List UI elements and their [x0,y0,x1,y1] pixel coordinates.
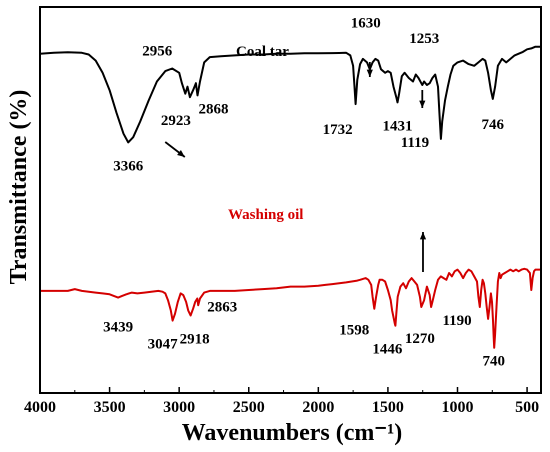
spectra-traces [39,45,541,349]
arrow-1630 [366,62,373,77]
peak-label-1598: 1598 [339,323,369,339]
series-line-coal-tar [39,45,541,144]
x-tick-label: 2000 [302,399,334,416]
peak-label-740: 740 [482,354,505,370]
x-tick-label: 4000 [24,399,56,416]
arrow-1270 [419,232,427,272]
peak-label-3366: 3366 [113,158,144,174]
peak-label-2956: 2956 [142,44,173,60]
peak-label-1190: 1190 [443,313,472,329]
x-tick-label: 1500 [372,399,404,416]
y-axis-title: Transmittance (%) [6,90,32,285]
x-tick-label: 3500 [94,399,126,416]
arrow-2956 [164,141,186,158]
series-label-washing-oil: Washing oil [228,207,303,223]
peak-label-2923: 2923 [161,113,191,129]
peak-label-3439: 3439 [103,320,133,336]
peak-label-746: 746 [482,117,505,133]
x-tick-label: 3000 [163,399,195,416]
peak-label-3047: 3047 [148,337,179,353]
arrow-1253 [419,90,426,108]
series-label-coal-tar: Coal tar [236,44,289,60]
peak-label-2868: 2868 [199,101,229,117]
x-tick-label: 500 [515,399,539,416]
plot-frame [39,6,542,394]
peak-label-2863: 2863 [207,299,237,315]
x-tick-label: 2500 [233,399,265,416]
peak-label-1446: 1446 [372,342,403,358]
x-axis-title: Wavenumbers (cm⁻¹) [182,420,403,446]
peak-label-2918: 2918 [180,332,210,348]
peak-label-1732: 1732 [323,122,353,138]
x-axis-ticks: 4000 3500 3000 2500 2000 1500 1000 500 [24,387,539,416]
peak-labels: 3366 2956 2923 2868 1732 1630 1431 1253 1119 746 3… [103,15,505,369]
series-line-washing-oil [40,267,541,349]
peak-label-1119: 1119 [401,135,429,151]
peak-label-1270: 1270 [405,331,435,347]
peak-label-1253: 1253 [409,31,439,47]
x-tick-label: 1000 [442,399,474,416]
peak-label-1630: 1630 [351,15,381,31]
peak-label-1431: 1431 [383,118,413,134]
